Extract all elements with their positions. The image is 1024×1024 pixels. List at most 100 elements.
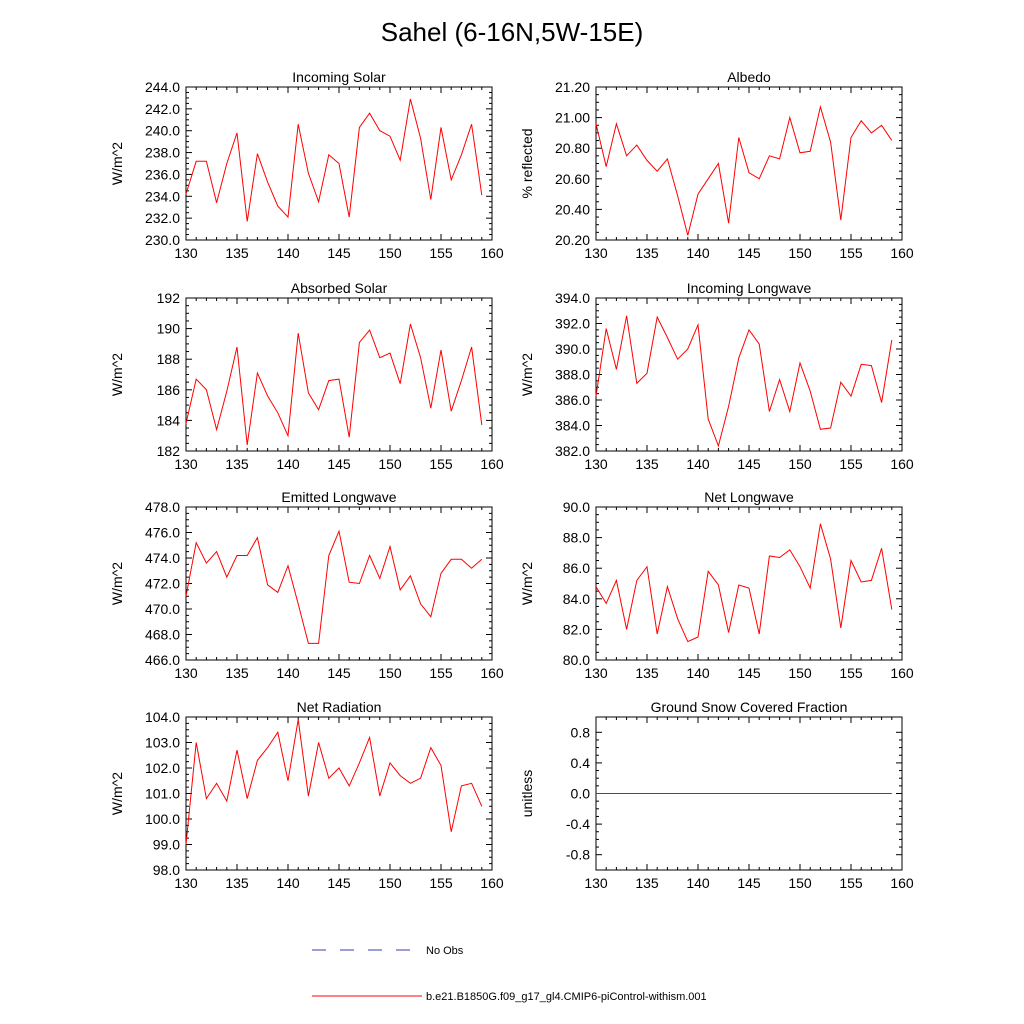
- x-tick-label: 135: [635, 456, 659, 472]
- x-tick-label: 150: [788, 245, 812, 261]
- y-tick-label: 20.60: [555, 171, 590, 187]
- y-tick-label: 182: [157, 443, 181, 459]
- x-tick-label: 160: [480, 665, 504, 681]
- x-tick-label: 155: [839, 245, 863, 261]
- panel-title: Albedo: [727, 69, 771, 85]
- x-tick-label: 150: [788, 875, 812, 891]
- x-tick-label: 160: [480, 875, 504, 891]
- x-tick-label: 145: [327, 875, 351, 891]
- x-tick-label: 145: [737, 875, 761, 891]
- panel-title: Incoming Longwave: [687, 280, 812, 296]
- y-tick-label: 20.40: [555, 201, 590, 217]
- x-tick-label: 135: [635, 875, 659, 891]
- x-tick-label: 135: [225, 245, 249, 261]
- y-tick-label: 20.80: [555, 140, 590, 156]
- y-tick-label: 104.0: [145, 709, 180, 725]
- x-tick-label: 145: [737, 665, 761, 681]
- x-tick-label: 145: [327, 245, 351, 261]
- y-axis-label: W/m^2: [109, 142, 125, 185]
- x-tick-label: 140: [276, 456, 300, 472]
- y-tick-label: 472.0: [145, 576, 180, 592]
- y-tick-label: 390.0: [555, 341, 590, 357]
- plot-frame: [595, 86, 903, 241]
- x-tick-label: 160: [890, 245, 914, 261]
- x-tick-label: 160: [890, 875, 914, 891]
- x-tick-label: 140: [686, 665, 710, 681]
- y-tick-label: 478.0: [145, 499, 180, 515]
- x-tick-label: 130: [174, 875, 198, 891]
- y-tick-label: 242.0: [145, 101, 180, 117]
- x-tick-label: 135: [635, 665, 659, 681]
- y-axis-label: unitless: [519, 770, 535, 817]
- series-line: [595, 104, 893, 236]
- x-tick-label: 135: [225, 875, 249, 891]
- y-axis-label: W/m^2: [109, 353, 125, 396]
- x-tick-label: 130: [174, 245, 198, 261]
- y-axis-label: % reflected: [519, 128, 535, 198]
- x-tick-label: 130: [584, 665, 608, 681]
- y-tick-label: 90.0: [563, 499, 590, 515]
- x-tick-label: 135: [635, 245, 659, 261]
- x-tick-label: 155: [429, 875, 453, 891]
- legend-entry-model: b.e21.B1850G.f09_g17_gl4.CMIP6-piControl…: [312, 991, 707, 1003]
- panel-absorbed-solar: Absorbed Solar W/m^2 130 135 140 145 150 155 160…: [109, 280, 504, 472]
- x-tick-label: 130: [174, 665, 198, 681]
- y-tick-label: -0.4: [566, 816, 590, 832]
- plot-frame: [185, 716, 493, 871]
- x-tick-label: 155: [839, 456, 863, 472]
- y-tick-label: 82.0: [563, 621, 590, 637]
- x-tick-label: 140: [276, 875, 300, 891]
- legend-label-model: b.e21.B1850G.f09_g17_gl4.CMIP6-piControl…: [426, 991, 707, 1003]
- legend-entry-no-obs: No Obs: [312, 945, 464, 957]
- y-tick-label: 84.0: [563, 591, 590, 607]
- y-axis-label: W/m^2: [109, 562, 125, 605]
- x-tick-label: 130: [584, 245, 608, 261]
- x-tick-label: 140: [276, 665, 300, 681]
- y-tick-label: 392.0: [555, 316, 590, 332]
- series-line: [595, 315, 893, 448]
- y-tick-label: 80.0: [563, 652, 590, 668]
- x-tick-label: 130: [584, 875, 608, 891]
- y-tick-label: 236.0: [145, 166, 180, 182]
- x-tick-label: 150: [378, 456, 402, 472]
- panel-title: Absorbed Solar: [291, 280, 388, 296]
- plot-frame: [595, 506, 903, 661]
- panel-title: Incoming Solar: [292, 69, 386, 85]
- x-tick-label: 145: [327, 456, 351, 472]
- x-tick-label: 150: [378, 665, 402, 681]
- y-tick-label: 0.8: [571, 724, 591, 740]
- y-tick-label: 192: [157, 290, 181, 306]
- x-tick-label: 160: [890, 665, 914, 681]
- y-tick-label: 21.20: [555, 79, 590, 95]
- x-tick-label: 155: [429, 245, 453, 261]
- y-axis-label: W/m^2: [109, 772, 125, 815]
- y-tick-label: 240.0: [145, 123, 180, 139]
- y-tick-label: 100.0: [145, 811, 180, 827]
- y-tick-label: 384.0: [555, 418, 590, 434]
- y-tick-label: 99.0: [153, 837, 180, 853]
- x-tick-label: 140: [276, 245, 300, 261]
- x-tick-label: 140: [686, 875, 710, 891]
- y-tick-label: 101.0: [145, 786, 180, 802]
- panel-incoming-solar: Incoming Solar W/m^2 130 135 140 145 150 155 160…: [109, 69, 504, 261]
- y-tick-label: 476.0: [145, 525, 180, 541]
- legend: No Obs b.e21.B1850G.f09_g17_gl4.CMIP6-pi…: [312, 945, 707, 1003]
- y-tick-label: 468.0: [145, 627, 180, 643]
- y-tick-label: 232.0: [145, 210, 180, 226]
- y-tick-label: 186: [157, 382, 181, 398]
- y-tick-label: 388.0: [555, 367, 590, 383]
- x-tick-label: 150: [788, 665, 812, 681]
- panel-title: Net Radiation: [297, 699, 382, 715]
- plot-frame: [595, 297, 903, 452]
- x-tick-label: 150: [788, 456, 812, 472]
- y-tick-label: 190: [157, 321, 181, 337]
- x-tick-label: 140: [686, 245, 710, 261]
- x-tick-label: 140: [686, 456, 710, 472]
- y-tick-label: 103.0: [145, 735, 180, 751]
- x-tick-label: 155: [429, 456, 453, 472]
- y-tick-label: 0.4: [571, 755, 591, 771]
- y-tick-label: 394.0: [555, 290, 590, 306]
- x-tick-label: 145: [327, 665, 351, 681]
- figure-title: Sahel (6-16N,5W-15E): [381, 17, 644, 47]
- x-tick-label: 130: [584, 456, 608, 472]
